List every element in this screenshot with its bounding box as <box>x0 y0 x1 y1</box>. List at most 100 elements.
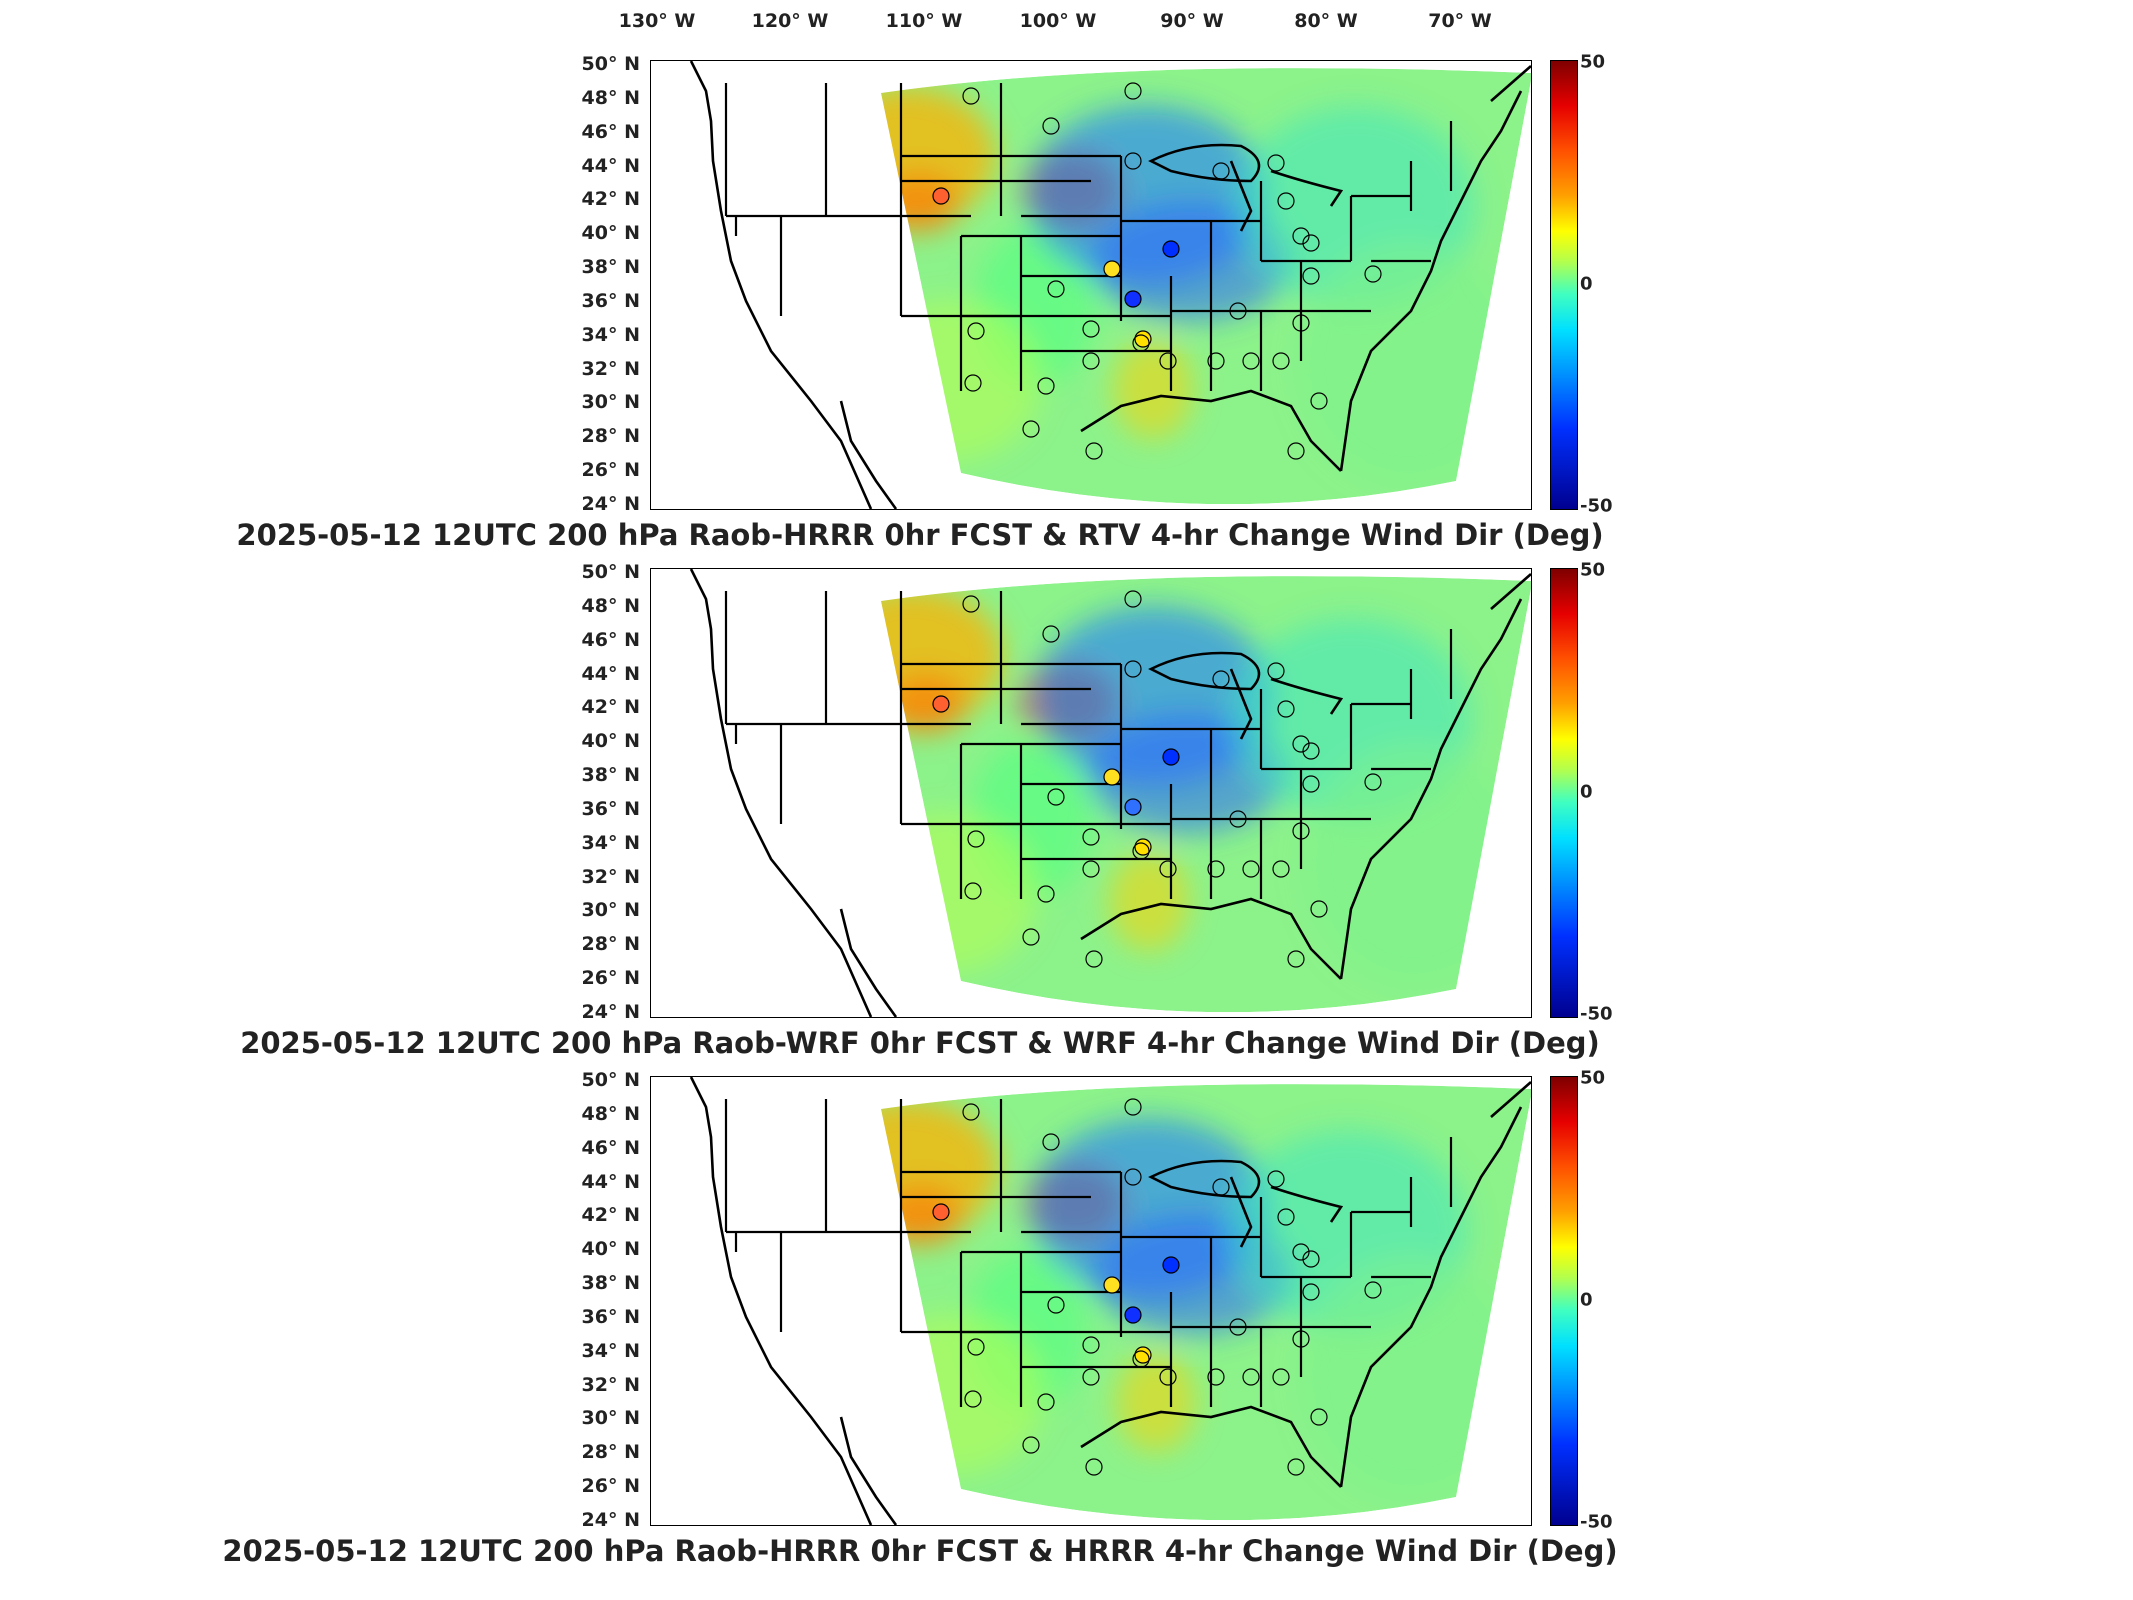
lat-label: 26° N <box>581 459 640 482</box>
state-boundaries <box>724 591 1453 899</box>
raob-station-marker <box>1287 442 1305 460</box>
raob-station-marker <box>964 882 982 900</box>
coast-line <box>839 908 898 1017</box>
raob-station-marker <box>1302 1283 1320 1301</box>
lat-label: 36° N <box>581 1305 640 1328</box>
raob-station-marker <box>1124 290 1142 308</box>
raob-station-marker <box>1212 162 1230 180</box>
lon-label-80w: 80° W <box>1294 10 1358 32</box>
coast-line <box>1080 1405 1342 1488</box>
map-frame <box>650 1076 1532 1526</box>
raob-station-marker <box>1124 1168 1142 1186</box>
map-svg <box>689 569 1531 1017</box>
wind-direction-field <box>881 68 1531 505</box>
coast-line <box>689 61 873 509</box>
lat-label: 24° N <box>581 1509 640 1531</box>
panel-caption: 2025-05-12 12UTC 200 hPa Raob-HRRR 0hr F… <box>222 1534 1618 1568</box>
wind-direction-field <box>881 1084 1531 1521</box>
colorbar-max-label: 50 <box>1580 559 1606 581</box>
raob-station-marker <box>1292 1330 1310 1348</box>
colorbar-mid-label: 0 <box>1580 1289 1593 1311</box>
raob-station-marker <box>1162 1256 1180 1274</box>
raob-station-marker <box>1082 352 1100 370</box>
colorbar-min-label: -50 <box>1580 1511 1613 1533</box>
raob-station-marker <box>962 87 980 105</box>
raob-station-marker <box>1042 117 1060 135</box>
panel-caption: 2025-05-12 12UTC 200 hPa Raob-WRF 0hr FC… <box>240 1026 1600 1060</box>
lat-label: 38° N <box>581 256 640 279</box>
raob-station-marker <box>1302 742 1320 760</box>
raob-station-marker <box>1042 625 1060 643</box>
raob-station-marker <box>962 595 980 613</box>
raob-station-marker <box>1037 1393 1055 1411</box>
raob-station-marker <box>967 830 985 848</box>
coast-line <box>1339 90 1523 472</box>
raob-station-marker <box>1082 828 1100 846</box>
lat-label: 40° N <box>581 730 640 753</box>
raob-station-marker <box>1229 810 1247 828</box>
coast-line <box>1148 651 1261 691</box>
raob-station-marker <box>1082 1368 1100 1386</box>
coast-line <box>1148 1159 1261 1199</box>
coast-line <box>1229 1176 1253 1248</box>
field-blob <box>881 301 1041 461</box>
colorbar-max-label: 50 <box>1580 51 1606 73</box>
lat-label: 26° N <box>581 967 640 990</box>
raob-station-marker <box>1292 314 1310 332</box>
field-blob <box>1298 244 1518 484</box>
raob-station-marker <box>1103 260 1121 278</box>
raob-station-marker <box>1272 352 1290 370</box>
coast-line <box>839 1416 898 1525</box>
raob-station-marker <box>1242 1368 1260 1386</box>
raob-station-marker <box>1212 1178 1230 1196</box>
raob-station-marker <box>964 1390 982 1408</box>
colorbar <box>1550 1076 1578 1526</box>
raob-station-marker <box>1047 788 1065 806</box>
field-blob <box>881 813 1037 973</box>
colorbar-min-label: -50 <box>1580 495 1613 517</box>
raob-station-marker <box>1162 240 1180 258</box>
raob-station-marker <box>1085 950 1103 968</box>
raob-station-marker <box>1085 1458 1103 1476</box>
lat-label: 44° N <box>581 154 640 177</box>
raob-station-marker <box>1085 442 1103 460</box>
raob-station-marker <box>1229 302 1247 320</box>
coast-line <box>1080 389 1342 472</box>
lat-label: 44° N <box>581 1170 640 1193</box>
coastline <box>689 61 1531 509</box>
field-blob <box>1301 1257 1521 1497</box>
colorbar <box>1550 60 1578 510</box>
coast-line <box>1490 573 1531 610</box>
raob-station-marker <box>1310 1408 1328 1426</box>
lat-label: 40° N <box>581 1238 640 1261</box>
lat-label: 30° N <box>581 391 640 414</box>
lat-label: 42° N <box>581 696 640 719</box>
raob-station-marker <box>964 374 982 392</box>
coast-line <box>1339 1106 1523 1488</box>
lat-label: 24° N <box>581 1001 640 1023</box>
raob-station-marker <box>1022 928 1040 946</box>
map-frame <box>650 568 1532 1018</box>
coast-line <box>1490 65 1531 102</box>
raob-station-marker <box>1242 860 1260 878</box>
lat-label: 36° N <box>581 797 640 820</box>
state-boundaries <box>724 83 1453 391</box>
lat-label: 48° N <box>581 86 640 109</box>
lat-label: 34° N <box>581 831 640 854</box>
raob-station-marker <box>1124 590 1142 608</box>
lat-label: 40° N <box>581 222 640 245</box>
lon-label-90w: 90° W <box>1160 10 1224 32</box>
coast-line <box>689 569 873 1017</box>
raob-stations <box>932 82 1382 460</box>
colorbar-mid-label: 0 <box>1580 781 1593 803</box>
lat-label: 48° N <box>581 594 640 617</box>
raob-station-marker <box>1103 768 1121 786</box>
raob-stations <box>932 1098 1382 1476</box>
raob-station-marker <box>932 187 950 205</box>
lat-label: 30° N <box>581 899 640 922</box>
lat-label: 38° N <box>581 764 640 787</box>
field-blob <box>1305 745 1525 985</box>
lat-label: 44° N <box>581 662 640 685</box>
lon-label-130w: 130° W <box>618 10 696 32</box>
raob-station-marker <box>967 322 985 340</box>
